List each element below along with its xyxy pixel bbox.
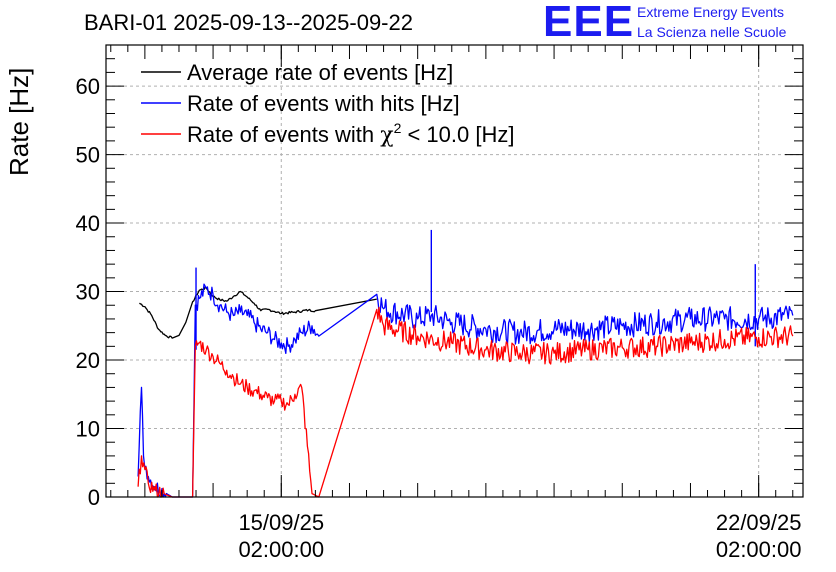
axis-ticks: 010203040506015/09/2502:00:0022/09/2502:… xyxy=(76,44,803,562)
series-layer xyxy=(137,229,794,498)
chart-title: BARI-01 2025-09-13--2025-09-22 xyxy=(84,10,413,35)
legend: Average rate of events [Hz] Rate of event… xyxy=(141,60,514,148)
y-tick-label: 10 xyxy=(76,417,100,442)
logo-line-2: La Scienza nelle Scuole xyxy=(637,24,787,40)
legend-entry-label: Average rate of events [Hz] xyxy=(187,60,453,85)
legend-entry-label: Rate of events with hits [Hz] xyxy=(187,91,460,116)
eee-logo: EEE xyxy=(543,0,635,46)
x-tick-label-time: 02:00:00 xyxy=(238,537,324,562)
grid-lines xyxy=(106,45,803,497)
y-tick-label: 20 xyxy=(76,348,100,373)
y-tick-label: 40 xyxy=(76,211,100,236)
series-line-1 xyxy=(139,286,377,339)
y-tick-label: 50 xyxy=(76,143,100,168)
logo-line-1: Extreme Energy Events xyxy=(637,4,785,20)
series-line-3 xyxy=(137,306,794,498)
y-tick-label: 30 xyxy=(76,280,100,305)
x-tick-label-time: 02:00:00 xyxy=(716,537,802,562)
x-tick-label-date: 22/09/25 xyxy=(716,510,802,535)
series-line-2 xyxy=(137,283,794,498)
x-tick-label-date: 15/09/25 xyxy=(238,510,324,535)
y-tick-label: 0 xyxy=(88,485,100,510)
y-tick-label: 60 xyxy=(76,74,100,99)
plot-frame xyxy=(105,44,804,498)
legend-entry-label: Rate of events with χ2 < 10.0 [Hz] xyxy=(187,120,514,148)
